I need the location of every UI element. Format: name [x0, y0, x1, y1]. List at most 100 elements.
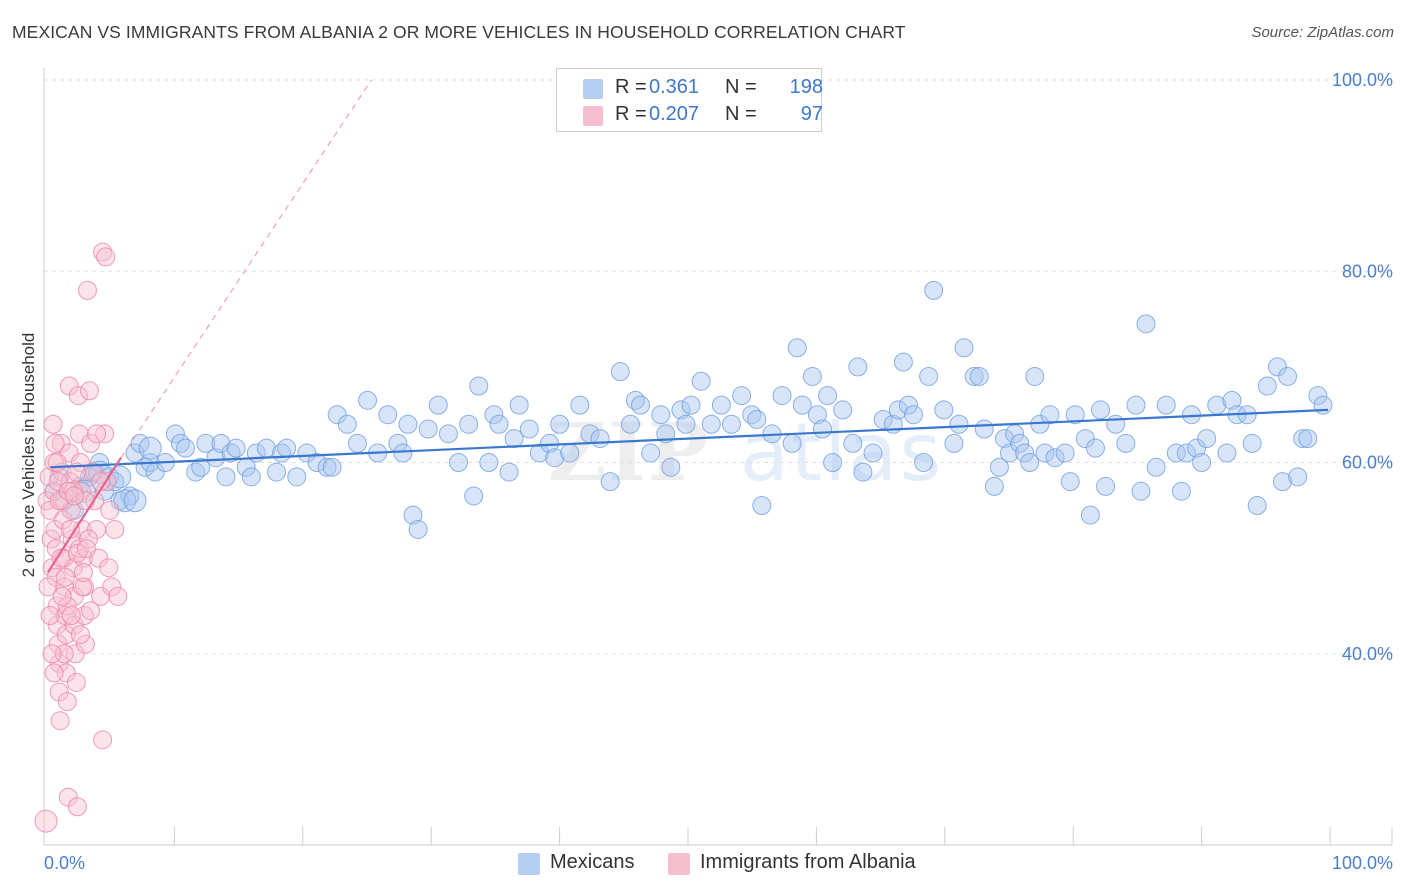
- data-point: [974, 419, 994, 439]
- data-point: [479, 453, 499, 472]
- y-axis-title: 2 or more Vehicles in Household: [19, 333, 38, 578]
- legend-label-mexicans: Mexicans: [550, 851, 635, 873]
- data-point: [600, 472, 620, 492]
- data-point: [297, 443, 317, 463]
- data-point: [44, 481, 64, 501]
- data-point: [919, 366, 939, 386]
- data-point: [317, 457, 337, 477]
- trend-line-albania: [46, 457, 122, 574]
- data-point: [191, 457, 211, 477]
- correlation-legend: R = 0.361 N = 198 R = 0.207 N = 97: [556, 68, 823, 132]
- data-point: [489, 414, 509, 434]
- chart-title: MEXICAN VS IMMIGRANTS FROM ALBANIA 2 OR …: [12, 22, 906, 42]
- data-point: [550, 414, 570, 434]
- data-point: [93, 730, 113, 750]
- data-point: [1045, 448, 1065, 468]
- x-tick-label: 100.0%: [1332, 853, 1393, 873]
- data-point: [66, 672, 86, 692]
- data-point: [68, 386, 88, 406]
- data-point: [843, 433, 863, 453]
- data-point: [123, 489, 147, 513]
- data-point: [45, 433, 65, 453]
- data-point: [1085, 438, 1105, 458]
- data-point: [898, 395, 918, 415]
- data-point: [64, 486, 84, 506]
- data-point: [620, 414, 640, 434]
- data-point: [1020, 453, 1040, 472]
- data-point: [67, 543, 87, 563]
- data-point: [65, 644, 85, 664]
- data-point: [55, 567, 75, 587]
- y-tick-label: 80.0%: [1342, 261, 1393, 281]
- data-point: [438, 424, 458, 444]
- data-point: [853, 462, 873, 482]
- data-point: [79, 381, 99, 401]
- data-point: [52, 586, 72, 606]
- series-legend: Mexicans Immigrants from Albania: [0, 850, 1406, 878]
- data-point: [888, 400, 908, 420]
- data-point: [1091, 400, 1111, 420]
- trend-line-mexicans: [50, 408, 1329, 469]
- data-point: [823, 453, 843, 472]
- trend-lines: [46, 79, 1329, 574]
- data-point: [49, 682, 69, 702]
- data-point: [211, 433, 231, 453]
- data-point: [113, 489, 137, 513]
- data-point: [1166, 443, 1186, 463]
- y-tick-label: 60.0%: [1342, 453, 1393, 473]
- data-point: [1298, 429, 1318, 449]
- watermark-zip: ZIP: [548, 405, 710, 499]
- data-point: [75, 634, 95, 654]
- data-point: [42, 644, 62, 664]
- data-point: [1060, 472, 1080, 492]
- data-point: [1217, 443, 1237, 463]
- data-point: [102, 577, 122, 597]
- data-point: [67, 797, 87, 817]
- data-point: [51, 433, 71, 453]
- data-point: [1187, 438, 1207, 458]
- data-point: [1176, 443, 1196, 463]
- data-point: [1010, 433, 1030, 453]
- data-point: [504, 429, 524, 449]
- data-point: [398, 414, 418, 434]
- y-tick-label: 40.0%: [1342, 644, 1393, 664]
- data-point: [893, 352, 913, 372]
- data-point: [1065, 405, 1085, 425]
- data-point: [984, 476, 1004, 496]
- data-point: [47, 596, 67, 616]
- data-point: [1278, 366, 1298, 386]
- data-point: [903, 405, 923, 425]
- data-point: [267, 462, 287, 482]
- data-point: [914, 453, 934, 472]
- data-point: [1197, 429, 1217, 449]
- data-point: [216, 467, 236, 487]
- data-point: [73, 562, 93, 582]
- data-point: [732, 386, 752, 406]
- data-point: [241, 467, 261, 487]
- data-point: [873, 409, 893, 429]
- data-point: [277, 438, 297, 458]
- legend-n-label: N =: [725, 103, 757, 125]
- data-point: [1288, 467, 1308, 487]
- data-point: [43, 414, 63, 434]
- data-point: [337, 414, 357, 434]
- data-point: [138, 436, 162, 460]
- data-point: [509, 395, 529, 415]
- legend-r-value: 0.207: [649, 103, 700, 125]
- data-point: [969, 366, 989, 386]
- data-point: [807, 405, 827, 425]
- data-point: [327, 405, 347, 425]
- data-point: [72, 479, 96, 503]
- legend-swatch-albania: [668, 853, 690, 875]
- legend-n-value: 97: [800, 103, 823, 125]
- data-point: [631, 395, 651, 415]
- data-point: [403, 505, 423, 525]
- data-point: [610, 362, 630, 382]
- data-point: [1242, 433, 1262, 453]
- data-point: [924, 280, 944, 300]
- data-point: [76, 539, 96, 559]
- data-point: [44, 663, 64, 683]
- data-point: [45, 519, 65, 539]
- grid-lines: [44, 79, 1392, 655]
